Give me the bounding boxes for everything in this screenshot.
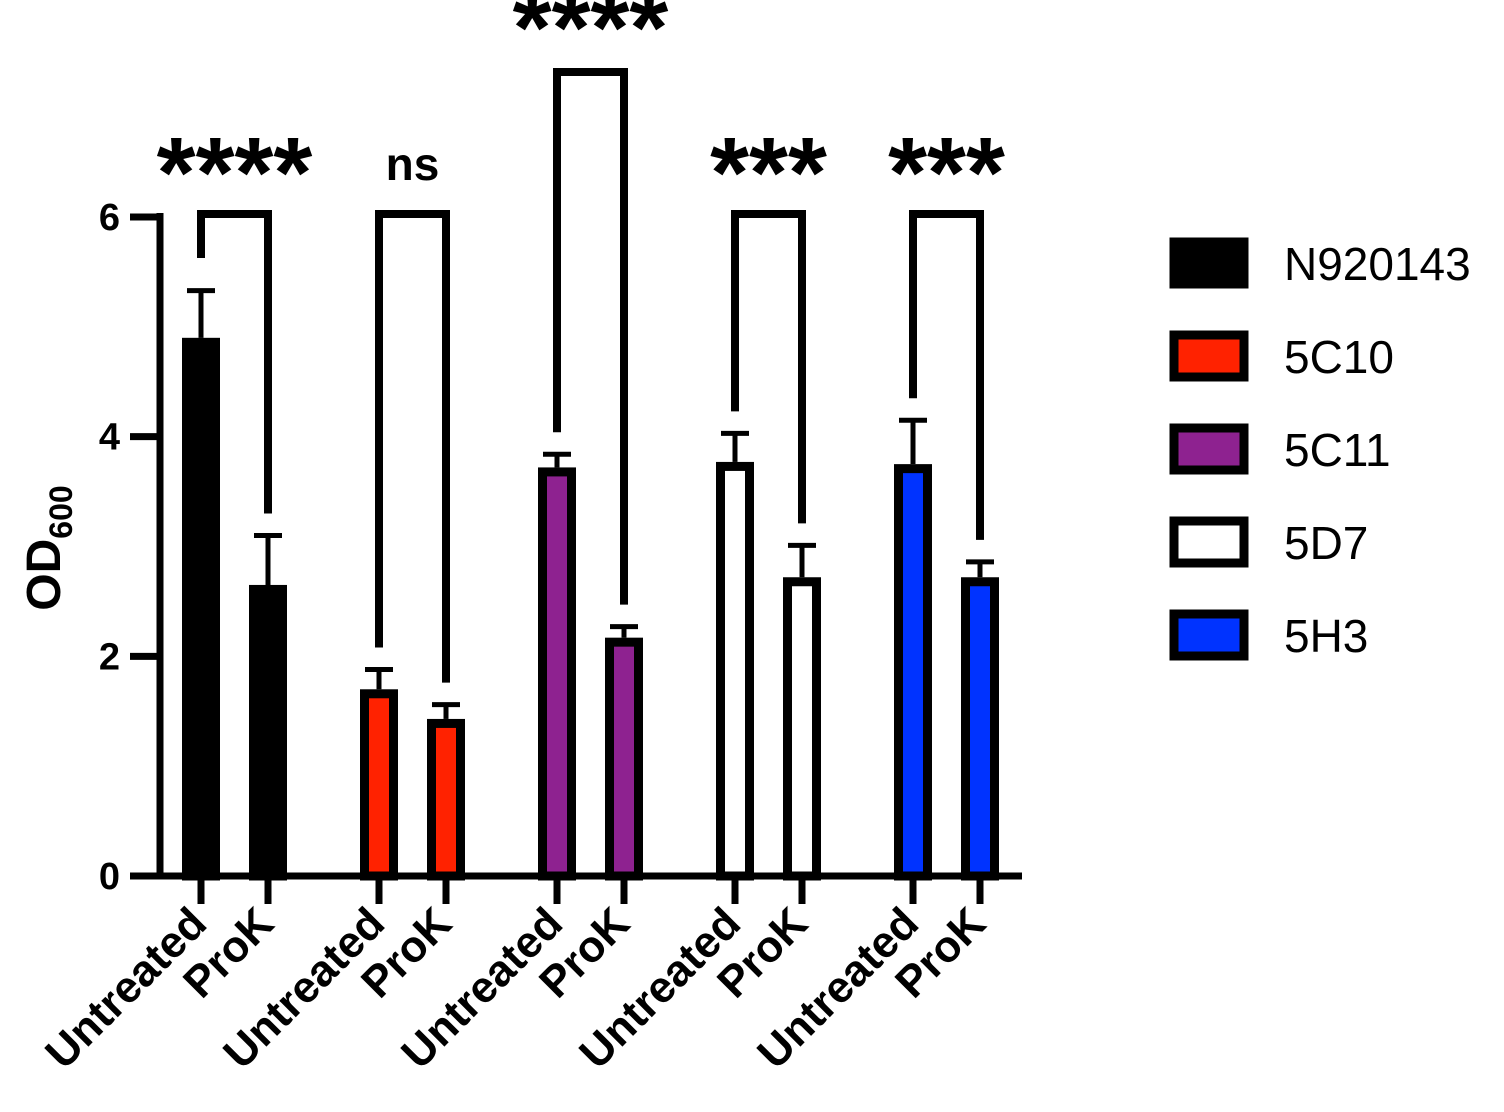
x-tick-labels: UntreatedProKUntreatedProKUntreatedProKU… [36,898,995,1078]
y-axis-label: OD600 [18,485,79,610]
bar [538,467,576,881]
legend-swatch [1169,237,1249,289]
significance-label: **** [513,0,669,84]
significance-label: *** [710,117,827,229]
axes: 0 2 4 6 [99,197,1022,904]
bar [961,577,999,881]
y-tick-label: 0 [99,856,120,898]
bar [783,577,821,881]
significance-label: **** [157,117,313,229]
y-tick-label: 6 [99,197,120,239]
legend-swatch [1169,423,1249,475]
legend: N920143 5C10 5C11 5D7 5H3 [1169,237,1471,662]
legend-label: 5D7 [1284,517,1368,569]
y-tick-label: 4 [99,417,120,459]
bars [182,288,999,881]
legend-label: 5C11 [1284,424,1391,476]
significance-bracket [375,210,450,683]
legend-label: 5C10 [1284,331,1394,383]
bar [360,689,398,881]
bar [894,464,932,881]
bar [249,584,287,881]
legend-swatch [1169,609,1249,661]
significance-label: ns [386,138,440,190]
significance-bracket [553,68,628,605]
significance-bracket [731,210,806,524]
bar [605,637,643,881]
significance-label: *** [888,117,1005,229]
legend-label: 5H3 [1284,610,1368,662]
bar [182,337,220,881]
legend-label: N920143 [1284,238,1471,290]
legend-swatch [1169,330,1249,382]
significance-bracket [909,210,984,540]
significance-brackets: **** ns******* *** [157,0,1005,683]
y-tick-label: 2 [99,636,120,678]
bar [716,461,754,881]
legend-swatch [1169,516,1249,568]
significance-bracket [197,210,272,514]
bar [427,718,465,881]
